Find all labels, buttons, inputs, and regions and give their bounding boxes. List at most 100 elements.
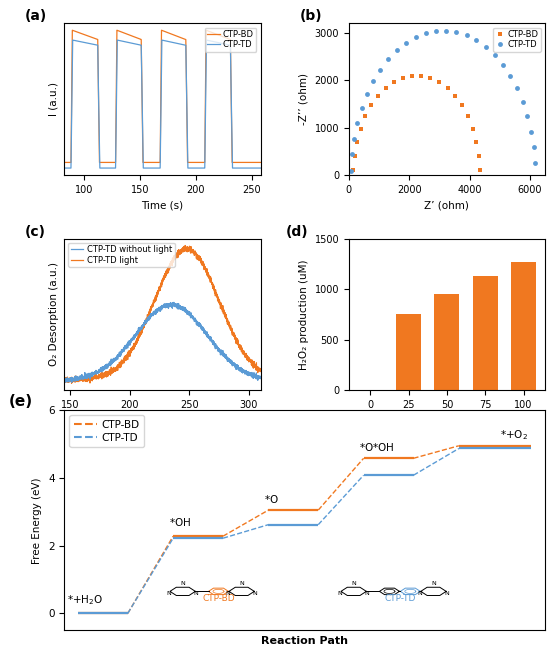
X-axis label: Temperature (°C): Temperature (°C) — [117, 416, 207, 426]
Legend: CTP-BD, CTP-TD: CTP-BD, CTP-TD — [205, 27, 257, 52]
CTP-TD — [377, 65, 383, 73]
Legend: CTP-TD without light, CTP-TD light: CTP-TD without light, CTP-TD light — [68, 243, 174, 267]
CTP-BD — [179, 34, 186, 42]
CTP-TD — [203, 36, 210, 44]
Bar — [473, 276, 498, 390]
CTP-TD — [514, 85, 520, 93]
Text: N: N — [253, 591, 257, 596]
CTP-TD without light — [157, 305, 163, 313]
Text: N: N — [364, 591, 369, 596]
CTP-BD — [257, 159, 264, 167]
CTP-TD — [500, 61, 506, 69]
CTP-TD — [222, 40, 229, 48]
CTP-TD light — [216, 299, 222, 307]
CTP-TD — [354, 119, 361, 127]
CTP-TD light — [61, 375, 68, 383]
CTP-BD — [459, 101, 466, 109]
Text: N: N — [226, 591, 230, 596]
CTP-BD — [203, 26, 210, 34]
CTP-BD — [418, 72, 425, 80]
CTP-BD — [427, 74, 434, 82]
Text: $*$O: $*$O — [264, 493, 278, 505]
CTP-TD — [422, 29, 429, 37]
Text: $*$O$*$OH: $*$O$*$OH — [359, 440, 395, 452]
X-axis label: Z’ (ohm): Z’ (ohm) — [424, 200, 470, 210]
Text: N: N — [181, 581, 185, 586]
Text: (d): (d) — [286, 225, 309, 239]
CTP-TD without light — [68, 378, 75, 386]
CTP-TD — [188, 164, 195, 172]
X-axis label: Reaction Path: Reaction Path — [261, 636, 348, 646]
Bar — [396, 314, 421, 390]
CTP-TD — [348, 167, 354, 175]
CTP-BD — [391, 78, 397, 86]
CTP-TD — [532, 159, 538, 167]
CTP-TD — [519, 98, 526, 106]
CTP-TD — [524, 113, 531, 121]
CTP-BD — [357, 125, 364, 133]
CTP-TD — [349, 151, 356, 159]
CTP-TD — [453, 28, 460, 36]
CTP-TD — [61, 164, 68, 172]
CTP-BD — [436, 78, 443, 86]
CTP-TD light — [257, 368, 264, 376]
CTP-TD without light — [151, 307, 158, 315]
CTP-BD — [351, 151, 358, 159]
Line: CTP-TD: CTP-TD — [349, 28, 538, 173]
X-axis label: Time (s): Time (s) — [141, 200, 183, 210]
Text: $*$OH: $*$OH — [169, 516, 191, 528]
Y-axis label: O₂ Desorption (a.u.): O₂ Desorption (a.u.) — [49, 262, 59, 366]
CTP-TD — [385, 55, 391, 63]
CTP-BD — [136, 35, 143, 43]
CTP-BD — [354, 138, 361, 146]
CTP-BD — [222, 33, 229, 41]
CTP-BD — [362, 112, 369, 120]
CTP-TD — [136, 41, 143, 49]
CTP-BD — [188, 159, 195, 167]
Text: N: N — [418, 591, 423, 596]
Line: CTP-BD: CTP-BD — [351, 73, 482, 172]
CTP-TD without light — [252, 372, 258, 380]
Line: CTP-BD: CTP-BD — [64, 30, 260, 163]
Text: N: N — [338, 591, 343, 596]
Legend: CTP-BD, CTP-TD: CTP-BD, CTP-TD — [493, 27, 541, 52]
CTP-BD — [409, 72, 415, 80]
Y-axis label: -Z’’ (ohm): -Z’’ (ohm) — [299, 73, 309, 125]
CTP-BD — [375, 92, 382, 100]
Y-axis label: Free Energy (eV): Free Energy (eV) — [32, 477, 42, 564]
Text: (c): (c) — [25, 225, 46, 239]
Text: (a): (a) — [25, 9, 48, 23]
CTP-TD light — [71, 377, 78, 385]
Line: CTP-TD light: CTP-TD light — [64, 245, 260, 384]
CTP-TD light — [252, 363, 258, 371]
CTP-TD without light — [61, 376, 68, 384]
CTP-BD — [61, 159, 68, 167]
CTP-TD — [358, 104, 365, 112]
Legend: CTP-BD, CTP-TD: CTP-BD, CTP-TD — [69, 416, 144, 447]
CTP-BD — [470, 125, 476, 133]
CTP-TD — [179, 41, 186, 49]
CTP-TD — [530, 143, 537, 151]
CTP-BD — [477, 166, 484, 174]
CTP-TD — [363, 91, 370, 99]
CTP-BD — [350, 166, 357, 174]
Text: $*$+H$_2$O: $*$+H$_2$O — [67, 594, 103, 607]
Bar — [434, 294, 459, 390]
CTP-TD — [491, 51, 498, 59]
Text: CTP-TD: CTP-TD — [384, 594, 415, 603]
CTP-TD — [394, 46, 400, 54]
Line: CTP-TD: CTP-TD — [64, 40, 260, 168]
CTP-BD — [382, 84, 389, 92]
CTP-TD without light — [252, 372, 258, 380]
CTP-TD — [473, 36, 480, 44]
CTP-TD — [482, 43, 489, 51]
CTP-TD light — [68, 380, 75, 388]
CTP-BD — [444, 84, 451, 92]
Line: CTP-TD without light: CTP-TD without light — [64, 302, 260, 382]
CTP-TD light — [151, 295, 158, 303]
X-axis label: H₂O content (%): H₂O content (%) — [405, 416, 489, 426]
CTP-TD without light — [257, 374, 264, 382]
CTP-TD — [402, 39, 409, 47]
CTP-TD light — [252, 362, 258, 370]
Y-axis label: H₂O₂ production (uM): H₂O₂ production (uM) — [299, 259, 309, 370]
